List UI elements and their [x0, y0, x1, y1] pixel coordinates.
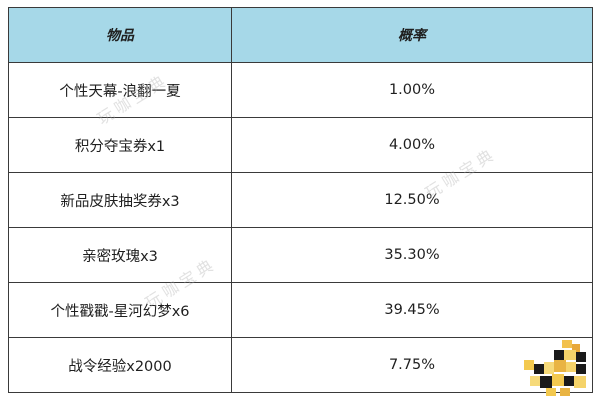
- item-name-cell: 个性戳戳-星河幻梦x6: [8, 282, 232, 338]
- table-header-row: 物品 概率: [8, 7, 593, 63]
- probability-cell: 39.45%: [231, 282, 593, 338]
- watermark-logo-icon: [524, 340, 586, 396]
- probability-cell: 1.00%: [231, 62, 593, 118]
- table-row: 新品皮肤抽奖券x3 12.50%: [8, 172, 593, 228]
- item-name-cell: 个性天幕-浪翻一夏: [8, 62, 232, 118]
- header-item: 物品: [8, 7, 232, 63]
- table-row: 积分夺宝券x1 4.00%: [8, 117, 593, 173]
- item-name-cell: 亲密玫瑰x3: [8, 227, 232, 283]
- table-row: 战令经验x2000 7.75%: [8, 337, 593, 393]
- probability-cell: 12.50%: [231, 172, 593, 228]
- item-name-cell: 新品皮肤抽奖券x3: [8, 172, 232, 228]
- table-row: 个性天幕-浪翻一夏 1.00%: [8, 62, 593, 118]
- header-probability: 概率: [231, 7, 593, 63]
- item-name-cell: 积分夺宝券x1: [8, 117, 232, 173]
- table-row: 亲密玫瑰x3 35.30%: [8, 227, 593, 283]
- probability-cell: 4.00%: [231, 117, 593, 173]
- table-row: 个性戳戳-星河幻梦x6 39.45%: [8, 282, 593, 338]
- item-name-cell: 战令经验x2000: [8, 337, 232, 393]
- probability-cell: 35.30%: [231, 227, 593, 283]
- probability-table: 物品 概率 个性天幕-浪翻一夏 1.00% 积分夺宝券x1 4.00% 新品皮肤…: [8, 7, 593, 393]
